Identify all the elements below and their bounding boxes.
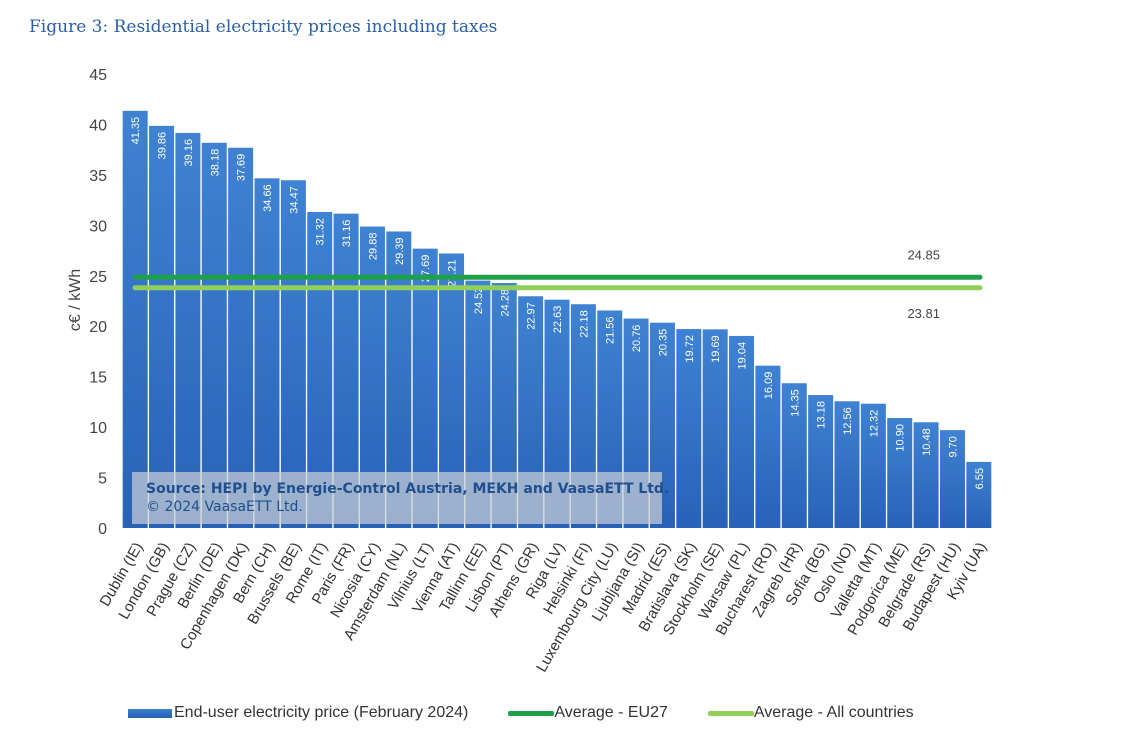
bar-value-label: 34.66 <box>262 184 274 212</box>
y-axis-label: c€ / kWh <box>67 269 84 331</box>
bar-value-label: 29.39 <box>394 237 406 265</box>
bar-value-label: 22.97 <box>526 302 538 330</box>
legend-label-price: End-user electricity price (February 202… <box>174 704 469 721</box>
bar-value-label: 12.32 <box>868 410 880 438</box>
bar <box>887 418 913 528</box>
bar-value-label: 22.18 <box>578 310 590 338</box>
bar-value-label: 14.35 <box>789 389 801 417</box>
bar <box>201 142 227 529</box>
bar-value-label: 39.86 <box>157 132 169 160</box>
bar <box>149 125 175 529</box>
bar <box>122 110 148 528</box>
legend-item-all: Average - All countries <box>707 704 914 722</box>
bar-value-label: 38.18 <box>209 149 221 177</box>
bar-value-label: 31.16 <box>341 220 353 248</box>
legend-swatch-eu27 <box>508 710 555 716</box>
source-annotation: Source: HEPI by Energie-Control Austria,… <box>132 472 669 524</box>
bar-value-label: 13.18 <box>816 401 828 429</box>
y-tick-label: 5 <box>98 471 107 488</box>
bar-value-label: 19.04 <box>737 342 749 370</box>
bar-value-label: 34.47 <box>288 186 300 214</box>
bar-value-label: 29.88 <box>367 233 379 261</box>
bars: 41.35 39.86 39.16 38.18 37.69 34.66 34.47 31.32… <box>122 110 992 529</box>
y-axis: 0 5 10 15 20 25 30 35 40 45 <box>89 67 107 538</box>
legend-item-price: End-user electricity price (February 202… <box>128 704 468 722</box>
bar-value-label: 20.35 <box>657 329 669 357</box>
reference-line-label: 23.81 <box>907 306 940 321</box>
bar-value-label: 24.52 <box>473 287 485 315</box>
bar-value-label: 9.70 <box>947 436 959 457</box>
figure-title: Figure 3: Residential electricity prices… <box>29 17 498 37</box>
y-tick-label: 40 <box>89 117 107 134</box>
bar-value-label: 39.16 <box>183 139 195 167</box>
legend: End-user electricity price (February 202… <box>128 702 954 724</box>
bar-value-label: 10.48 <box>921 428 933 456</box>
bar <box>860 403 886 528</box>
bar <box>808 395 834 528</box>
bar <box>280 180 306 528</box>
y-tick-label: 35 <box>89 168 107 185</box>
bar <box>254 178 280 529</box>
x-axis-labels: Dublin (IE)London (GB)Prague (CZ)Berlin … <box>96 539 990 675</box>
bar <box>781 383 807 528</box>
bar <box>175 132 201 528</box>
legend-swatch-all <box>707 710 754 716</box>
y-tick-label: 10 <box>89 420 107 437</box>
bar <box>939 430 965 528</box>
y-tick-label: 25 <box>89 269 107 286</box>
y-tick-label: 0 <box>98 521 107 538</box>
source-annotation-background <box>132 472 662 524</box>
bar-value-label: 37.69 <box>236 154 248 182</box>
bar <box>966 461 992 528</box>
legend-label-all: Average - All countries <box>753 704 914 721</box>
reference-line-label: 24.85 <box>907 247 940 262</box>
y-tick-label: 20 <box>89 319 107 336</box>
bar <box>729 335 755 528</box>
legend-item-eu27: Average - EU27 <box>508 704 668 722</box>
bar <box>702 329 728 528</box>
bar-value-label: 16.09 <box>763 372 775 400</box>
bar-value-label: 12.56 <box>842 407 854 435</box>
y-tick-label: 30 <box>89 218 107 235</box>
bar-value-label: 31.32 <box>315 218 327 246</box>
bar <box>913 422 939 528</box>
bar-value-label: 22.63 <box>552 306 564 334</box>
y-tick-label: 45 <box>89 67 107 84</box>
bar <box>755 365 781 528</box>
bar <box>228 147 254 529</box>
bar-value-label: 6.55 <box>974 468 986 489</box>
bar-chart: 0 5 10 15 20 25 30 35 40 45 c€ / kWh 41.35 39.86 39… <box>67 67 992 675</box>
bar-value-label: 19.72 <box>684 335 696 363</box>
bar-value-label: 19.69 <box>710 335 722 363</box>
bar-value-label: 27.21 <box>447 259 459 287</box>
bar-value-label: 21.56 <box>605 316 617 344</box>
source-annotation-line1: Source: HEPI by Energie-Control Austria,… <box>146 481 669 497</box>
legend-swatch-price <box>128 708 172 718</box>
bar-value-label: 10.90 <box>895 424 907 452</box>
y-tick-label: 15 <box>89 370 107 387</box>
bar <box>676 329 702 528</box>
bar <box>834 401 860 528</box>
reference-lines: 24.85 23.81 <box>132 247 983 321</box>
bar-value-label: 20.76 <box>631 325 643 353</box>
bar-value-label: 41.35 <box>130 117 142 145</box>
source-annotation-line2: © 2024 VaasaETT Ltd. <box>146 499 303 515</box>
legend-label-eu27: Average - EU27 <box>554 704 668 721</box>
bar-value-label: 24.28 <box>499 289 511 317</box>
